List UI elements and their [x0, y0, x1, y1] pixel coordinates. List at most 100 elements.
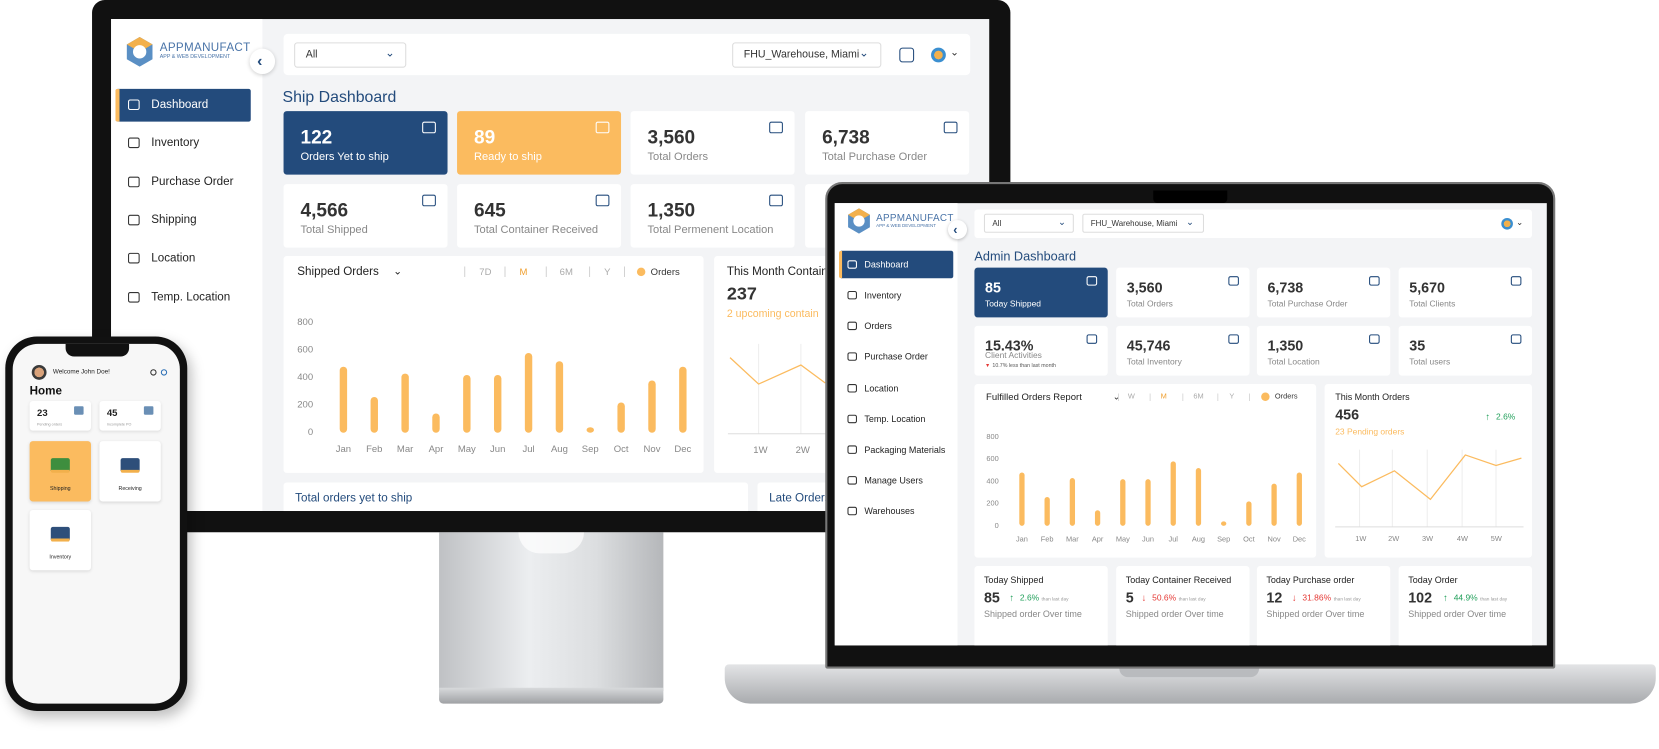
x-tick-label: Apr — [1092, 535, 1104, 544]
daily-compare: than last day — [1333, 596, 1361, 602]
collapse-button[interactable] — [947, 220, 968, 240]
card-label: Total Location — [1267, 357, 1320, 367]
nav-icon — [847, 352, 857, 361]
nav-item[interactable]: Inventory — [151, 136, 200, 150]
daily-compare: than last day — [1041, 596, 1069, 602]
range-option[interactable]: W — [1127, 393, 1135, 401]
card-icon — [1086, 334, 1098, 344]
x-tick-label: Mar — [397, 444, 414, 455]
nav-item[interactable]: Shipping — [151, 213, 197, 227]
bar — [1296, 472, 1302, 526]
legend-label: Orders — [650, 266, 680, 278]
range-option[interactable]: M — [1160, 393, 1167, 401]
filter-select[interactable] — [294, 42, 407, 68]
nav-item[interactable]: Manage Users — [864, 475, 923, 486]
legend-label: Orders — [1274, 393, 1298, 401]
card-label: Total users — [1409, 357, 1451, 367]
nav-icon — [128, 292, 140, 303]
card-label: Total Inventory — [1126, 357, 1182, 367]
tile-icon — [120, 458, 140, 473]
nav-item[interactable]: Dashboard — [151, 98, 209, 112]
stat-card — [1116, 267, 1250, 318]
range-separator: | — [503, 266, 507, 278]
panel-x-label: 5W — [1490, 535, 1502, 544]
x-tick-label: Jun — [490, 444, 505, 455]
collapse-button[interactable] — [249, 48, 276, 75]
nav-item[interactable]: Packaging Materials — [864, 444, 946, 455]
range-option[interactable]: Y — [1229, 393, 1235, 401]
card-value: 6,738 — [1267, 279, 1304, 296]
nav-item[interactable]: Inventory — [864, 289, 902, 301]
nav-item[interactable]: Location — [864, 382, 899, 394]
card-value: 6,738 — [822, 126, 870, 148]
bar — [524, 352, 533, 433]
stat-card — [974, 325, 1108, 376]
card-icon — [595, 194, 610, 207]
range-option[interactable]: 7D — [479, 266, 492, 278]
y-tick-label: 0 — [308, 427, 313, 438]
notification-icon[interactable] — [899, 47, 915, 63]
warehouse-select[interactable] — [732, 42, 882, 68]
nav-item[interactable]: Location — [151, 251, 196, 265]
bar — [1094, 510, 1101, 526]
daily-value: 102 — [1408, 589, 1433, 606]
nav-item[interactable]: Purchase Order — [151, 175, 234, 189]
card-label: Total Orders — [647, 150, 709, 163]
chart-title[interactable]: Shipped Orders — [297, 265, 379, 279]
nav-active — [838, 250, 954, 279]
nav-icon — [847, 384, 857, 393]
tile-label: Inventory — [49, 554, 72, 561]
warehouse-select[interactable] — [1082, 213, 1205, 233]
filter-select[interactable] — [983, 213, 1074, 233]
range-separator: | — [463, 266, 467, 278]
warehouse-value: FHU_Warehouse, Miami — [1090, 218, 1178, 228]
bar — [339, 366, 348, 433]
nav-item[interactable]: Warehouses — [864, 505, 915, 517]
chart-panel — [974, 384, 1317, 558]
panel-change: 2.6% — [1496, 412, 1516, 422]
card-icon — [1510, 276, 1522, 286]
card-icon — [422, 121, 436, 134]
card-value: 3,560 — [1126, 279, 1163, 296]
chart-title[interactable]: Fulfilled Orders Report — [986, 391, 1082, 403]
daily-change: 31.86% — [1302, 593, 1332, 603]
card-value: 35 — [1409, 338, 1426, 354]
range-option[interactable]: 6M — [1193, 393, 1204, 401]
range-option[interactable]: 6M — [559, 266, 573, 278]
card-label: Total Clients — [1409, 298, 1456, 309]
range-separator: | — [1216, 391, 1219, 402]
nav-item[interactable]: Purchase Order — [864, 351, 928, 362]
settings-icon[interactable] — [150, 369, 157, 376]
x-tick-label: Feb — [366, 444, 382, 455]
daily-change: 2.6% — [1019, 593, 1040, 603]
range-option[interactable]: Y — [604, 266, 611, 278]
stat-card — [457, 184, 622, 248]
nav-item[interactable]: Dashboard — [864, 259, 909, 270]
range-option[interactable]: M — [519, 266, 528, 278]
daily-value: 5 — [1125, 589, 1134, 606]
nav-item[interactable]: Orders — [864, 320, 892, 332]
card-label: Total Purchase Order — [822, 150, 928, 163]
bar — [1145, 479, 1151, 526]
legend-dot — [636, 267, 646, 277]
x-tick-label: Aug — [551, 444, 568, 455]
daily-value: 85 — [983, 589, 1000, 606]
change-arrow: ↑ — [1009, 592, 1015, 604]
stat-card — [457, 111, 622, 175]
avatar-caret: ⌄ — [1516, 217, 1524, 227]
nav-item[interactable]: Temp. Location — [151, 290, 231, 304]
daily-subtitle: Shipped order Over time — [983, 608, 1082, 619]
power-icon[interactable] — [160, 369, 168, 376]
card-value: 85 — [984, 279, 1001, 296]
x-tick-label: Jul — [522, 444, 534, 455]
avatar[interactable] — [931, 47, 946, 63]
daily-subtitle: Shipped order Over time — [1125, 608, 1224, 619]
bar — [463, 374, 471, 433]
nav-item[interactable]: Temp. Location — [864, 413, 926, 425]
card-value: 1,350 — [1267, 338, 1304, 354]
avatar[interactable] — [1501, 217, 1513, 230]
dropdown-caret: ⌄ — [1112, 391, 1120, 402]
card-value: 15.43% — [984, 338, 1034, 354]
